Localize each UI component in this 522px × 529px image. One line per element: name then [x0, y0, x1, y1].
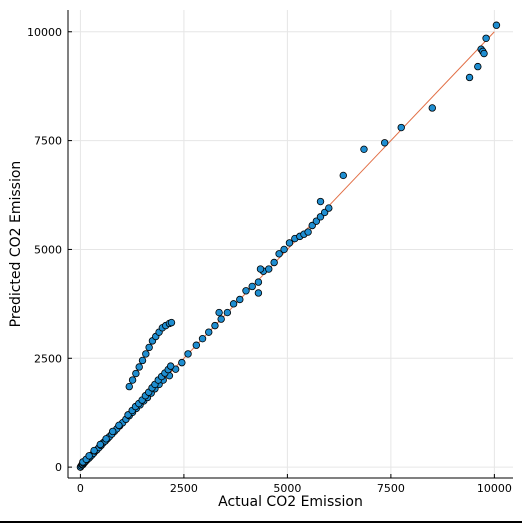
data-point [242, 287, 250, 295]
x-tick-label: 5000 [273, 482, 301, 495]
data-point [167, 318, 176, 327]
data-point [304, 228, 312, 236]
data-point [223, 308, 232, 317]
data-point [96, 440, 104, 449]
y-tick-label: 2500 [34, 352, 62, 365]
data-point [428, 104, 436, 112]
data-point [166, 362, 175, 370]
data-point [316, 197, 325, 206]
data-point [90, 446, 98, 455]
data-point [178, 358, 186, 367]
y-tick-label: 10000 [27, 26, 62, 39]
y-axis-title: Predicted CO2 Emission [8, 161, 24, 328]
data-point [125, 382, 133, 391]
x-axis-title: Actual CO2 Emission [218, 494, 363, 510]
data-point [205, 328, 213, 336]
x-tick-label: 0 [77, 482, 84, 495]
y-tick-label: 0 [55, 461, 62, 474]
axes-layer [67, 10, 513, 479]
data-point [339, 171, 347, 180]
data-point [132, 369, 140, 378]
data-point [128, 376, 137, 384]
data-point [482, 34, 490, 42]
data-point [145, 343, 153, 352]
data-point [229, 300, 238, 308]
points-layer [76, 21, 501, 471]
data-point [480, 49, 488, 58]
data-point [254, 278, 263, 286]
data-point [465, 73, 474, 82]
data-point [85, 452, 93, 460]
data-point [492, 21, 501, 29]
data-point [397, 123, 405, 132]
data-point [236, 295, 244, 304]
data-point [275, 250, 283, 258]
data-point [256, 265, 265, 273]
data-point [102, 435, 110, 443]
data-point [192, 341, 201, 349]
data-point [135, 363, 143, 371]
data-point [254, 289, 263, 297]
data-point [198, 334, 207, 343]
x-tick-label: 10000 [477, 482, 512, 495]
data-point [380, 139, 389, 147]
data-point [360, 145, 368, 154]
data-point [325, 204, 333, 212]
x-tick-label: 2500 [170, 482, 198, 495]
data-point [248, 282, 256, 291]
data-point [280, 245, 288, 254]
x-tick-label: 7500 [377, 482, 405, 495]
y-tick-label: 5000 [34, 243, 62, 256]
y-tick-label: 7500 [34, 135, 62, 148]
data-point [115, 421, 123, 430]
data-point [215, 308, 223, 317]
data-point [270, 258, 278, 267]
data-point [474, 62, 482, 71]
data-point [265, 265, 273, 273]
data-point [184, 350, 192, 358]
data-point [285, 239, 294, 247]
data-point [217, 315, 225, 323]
tick-labels-layer: 0 2500 5000 7500 10000 0 2500 5000 7500 10000 [27, 26, 512, 495]
data-point [211, 321, 219, 330]
data-point [109, 427, 117, 436]
data-point [142, 350, 150, 358]
data-point [138, 356, 147, 365]
